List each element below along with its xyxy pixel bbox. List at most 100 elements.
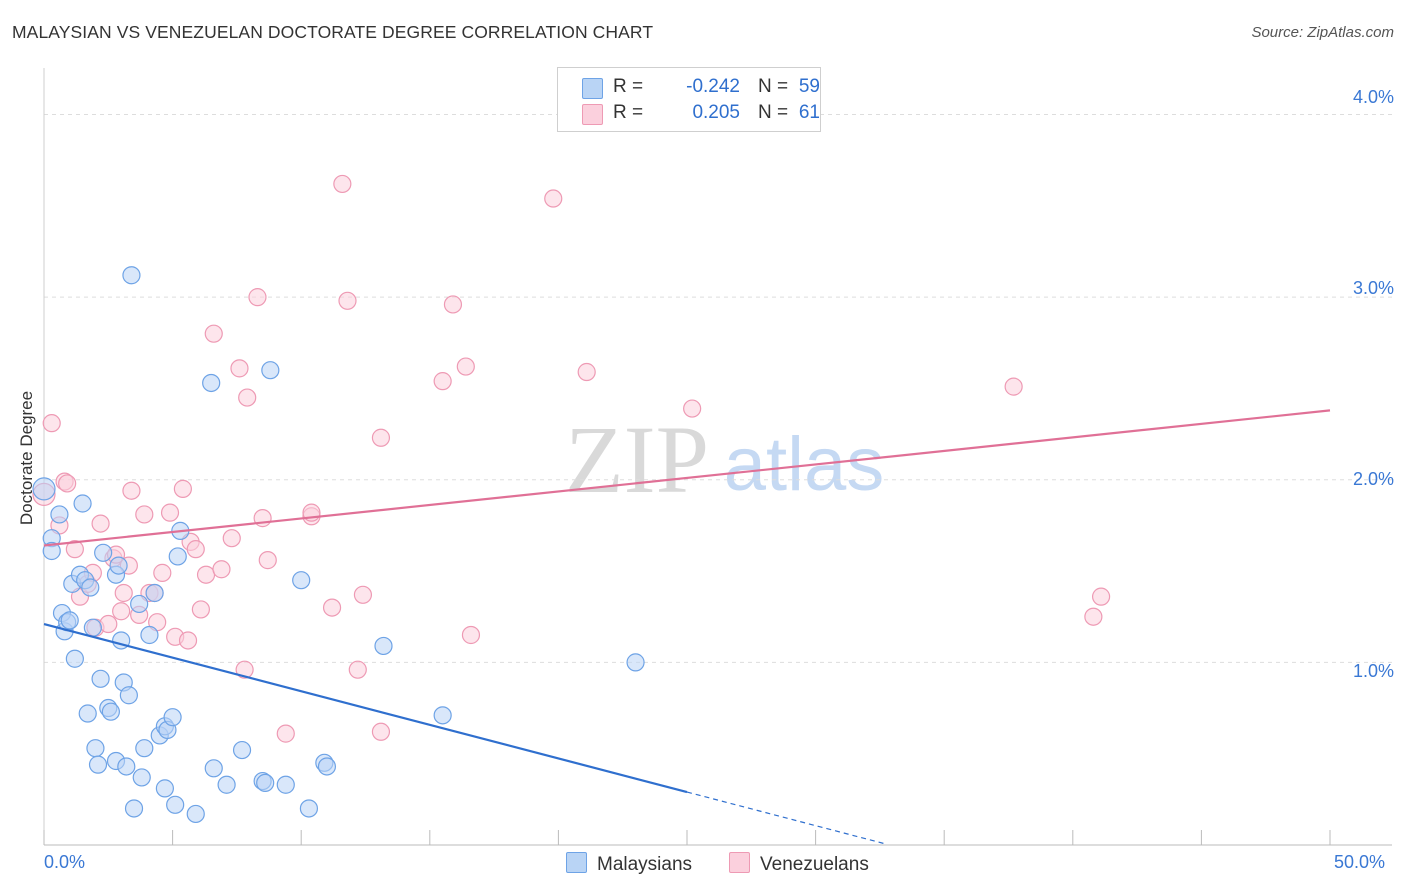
malaysian-point: [122, 266, 141, 285]
venezuelan-point: [222, 529, 241, 548]
venezuelan-point: [544, 189, 563, 208]
y-tick-label: 1.0%: [1352, 661, 1394, 681]
venezuelan-trend-line: [43, 409, 1331, 547]
venezuelan-point: [91, 514, 110, 533]
venezuelan-point: [433, 372, 452, 391]
malaysian-point: [86, 739, 105, 758]
legend-r-label: R =: [613, 102, 644, 123]
venezuelan-point: [1084, 607, 1103, 626]
malaysian-point: [374, 636, 393, 656]
malaysian-point: [256, 773, 275, 793]
malaysian-point: [130, 594, 149, 614]
watermark-zip: ZIP: [565, 406, 709, 513]
venezuelan-point: [58, 474, 77, 493]
venezuelan-point: [348, 660, 367, 679]
bottom-legend-swatch-malaysians: [566, 852, 587, 873]
x-tick-label: 50.0%: [1334, 852, 1386, 872]
chart-title: MALAYSIAN VS VENEZUELAN DOCTORATE DEGREE…: [12, 22, 654, 42]
malaysian-point: [140, 625, 159, 645]
bottom-legend-malaysians: Malaysians: [566, 852, 692, 876]
venezuelan-point: [1091, 587, 1111, 606]
malaysian-point: [204, 759, 223, 778]
bottom-legend-swatch-venezuelans: [729, 852, 750, 873]
venezuelan-point: [42, 414, 61, 433]
malaysian-point: [186, 804, 205, 824]
venezuelan-point: [461, 625, 481, 645]
malaysian-point: [433, 706, 452, 725]
bottom-legend-label: Malaysians: [597, 854, 693, 875]
malaysian-point: [83, 618, 102, 637]
venezuelan-point: [248, 288, 267, 307]
malaysian-point: [276, 775, 295, 794]
legend-box: R = -0.242 N = 59 R = 0.205 N = 61: [557, 67, 821, 132]
venezuelan-point: [371, 428, 391, 447]
malaysian-point: [65, 649, 84, 668]
malaysian-point: [91, 669, 110, 688]
source-label: Source: ZipAtlas.com: [1251, 24, 1394, 41]
legend-n-value: 59: [798, 76, 820, 97]
malaysian-point: [109, 556, 128, 575]
malaysian-point: [42, 541, 61, 561]
malaysian-point: [132, 768, 151, 787]
malaysian-point: [317, 757, 337, 776]
venezuelan-point: [683, 399, 702, 418]
malaysian-point: [292, 571, 311, 590]
malaysian-point: [50, 505, 69, 524]
venezuelan-point: [353, 585, 373, 604]
venezuelan-point: [204, 324, 223, 343]
gridlines: [44, 114, 1392, 663]
malaysian-point: [117, 757, 136, 776]
legend-n-label: N =: [758, 76, 789, 97]
venezuelan-point: [99, 614, 118, 634]
malaysian-point: [155, 779, 174, 798]
malaysian-point: [32, 477, 56, 501]
malaysian-point: [124, 799, 144, 818]
malaysian-point: [94, 543, 113, 562]
bottom-legend-venezuelans: Venezuelans: [729, 852, 869, 876]
venezuelan-point: [235, 660, 254, 679]
venezuelan-point: [443, 295, 463, 314]
venezuelan-point: [333, 174, 352, 194]
venezuelan-point: [238, 388, 257, 407]
bottom-legend-label: Venezuelans: [760, 854, 869, 875]
malaysian-point: [81, 578, 100, 597]
venezuelan-point: [456, 357, 475, 376]
venezuelan-point: [276, 724, 295, 743]
venezuelan-point: [153, 563, 172, 582]
venezuelan-point: [178, 631, 198, 650]
venezuelan-point: [122, 481, 141, 500]
y-tick-label: 4.0%: [1352, 87, 1394, 107]
malaysian-point: [60, 611, 79, 630]
malaysian-point: [119, 686, 138, 705]
malaysian-point: [299, 799, 319, 818]
venezuelan-point: [191, 600, 210, 619]
venezuelan-point: [371, 722, 391, 741]
legend-swatch-venezuelans: [582, 104, 603, 125]
malaysian-point: [168, 547, 187, 566]
malaysian-point: [88, 755, 108, 774]
venezuelan-point: [212, 560, 231, 579]
x-tick-label: 0.0%: [44, 852, 86, 872]
venezuelan-point: [1004, 377, 1023, 396]
trend-lines: [43, 409, 1331, 845]
venezuelan-point: [186, 540, 205, 559]
malaysian-point: [163, 708, 182, 727]
legend-swatch-malaysians: [582, 78, 603, 99]
venezuelan-point: [112, 602, 131, 621]
malaysian-point: [202, 373, 221, 393]
malaysian-point: [217, 775, 236, 794]
y-tick-label: 3.0%: [1352, 278, 1394, 298]
malaysian-trend-line: [43, 622, 688, 794]
malaysian-point: [78, 704, 97, 723]
venezuelan-point: [196, 565, 216, 584]
axes: [43, 68, 1392, 846]
venezuelan-point: [160, 503, 180, 522]
malaysian-points: [32, 266, 645, 824]
malaysian-point: [145, 583, 164, 603]
malaysian-point: [73, 494, 92, 513]
venezuelan-point: [230, 359, 249, 378]
malaysian-point: [101, 702, 120, 721]
venezuelan-point: [577, 362, 596, 382]
legend-n-value: 61: [798, 102, 820, 123]
venezuelan-point: [322, 598, 342, 617]
